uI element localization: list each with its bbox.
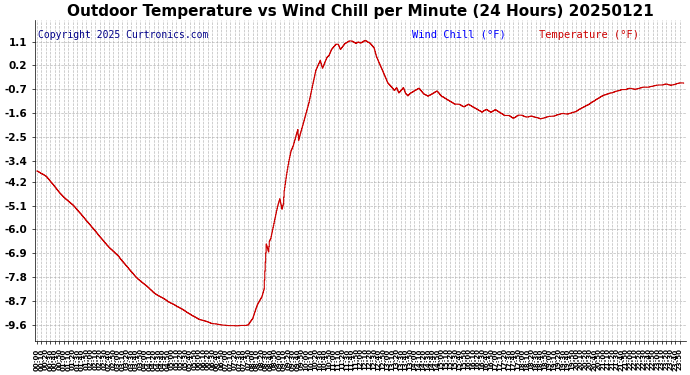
Title: Outdoor Temperature vs Wind Chill per Minute (24 Hours) 20250121: Outdoor Temperature vs Wind Chill per Mi… <box>67 4 653 19</box>
Text: Wind Chill (°F): Wind Chill (°F) <box>413 30 506 40</box>
Text: Temperature (°F): Temperature (°F) <box>540 30 640 40</box>
Text: Copyright 2025 Curtronics.com: Copyright 2025 Curtronics.com <box>38 30 208 40</box>
